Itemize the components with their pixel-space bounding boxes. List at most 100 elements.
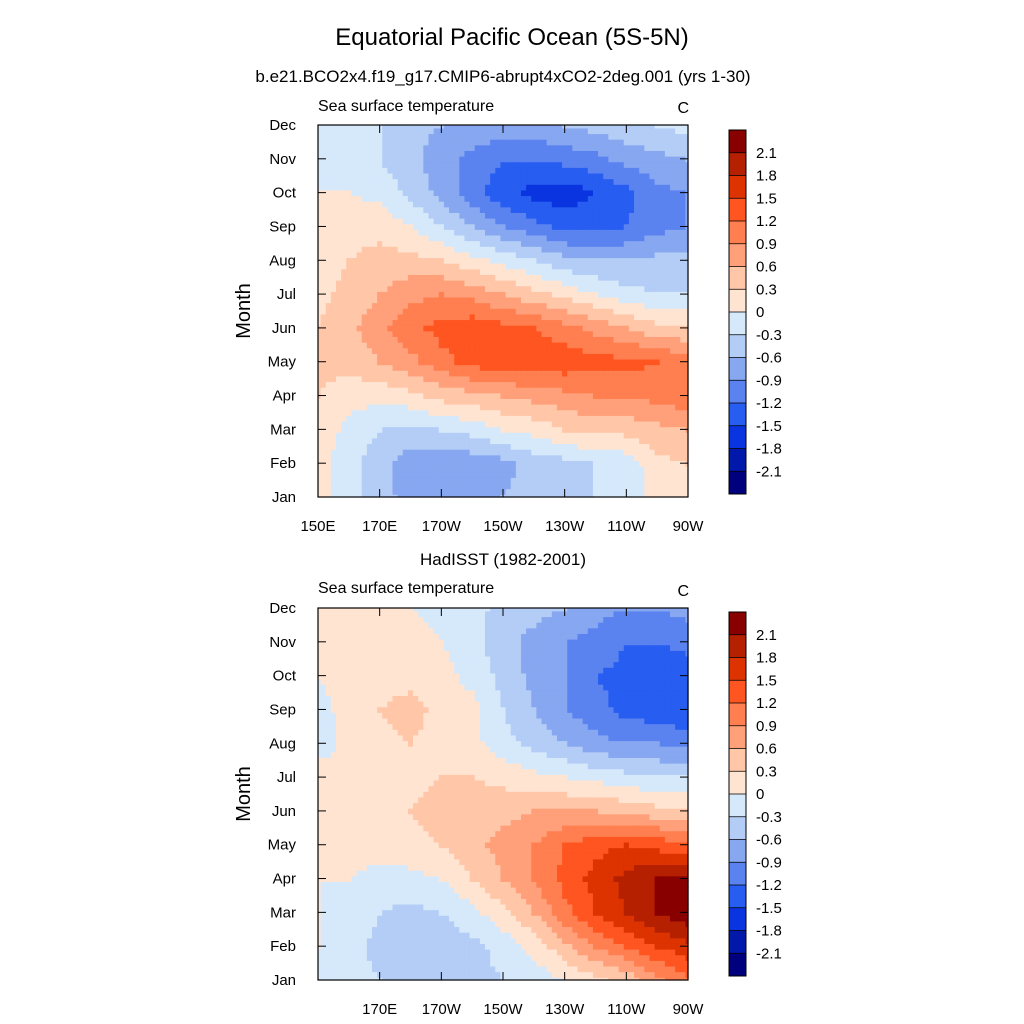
heatmap-cell: [418, 218, 424, 225]
heatmap-cell: [577, 426, 584, 433]
heatmap-cell: [318, 443, 322, 450]
heatmap-cell: [577, 251, 584, 259]
heatmap-cell: [449, 302, 455, 309]
heatmap-cell: [541, 404, 548, 411]
heatmap-cell: [346, 426, 352, 433]
heatmap-cell: [356, 364, 363, 371]
heatmap-cell: [520, 330, 527, 337]
heatmap-cell: [526, 263, 532, 270]
heatmap-cell: [603, 184, 609, 191]
heatmap-cell: [526, 268, 532, 275]
heatmap-cell: [500, 189, 507, 197]
heatmap-cell: [515, 466, 522, 473]
heatmap-cell: [587, 482, 594, 490]
heatmap-cell: [664, 336, 671, 343]
heatmap-cell: [562, 409, 568, 416]
heatmap-cell: [330, 454, 337, 461]
heatmap-cell: [603, 133, 609, 140]
heatmap-cell: [459, 488, 466, 495]
heatmap-cell: [330, 251, 337, 259]
heatmap-cell: [536, 296, 543, 304]
heatmap-cell: [392, 133, 399, 140]
heatmap-cell: [551, 285, 558, 292]
heatmap-cell: [639, 336, 645, 343]
heatmap-cell: [361, 133, 368, 140]
heatmap-cell: [361, 342, 368, 349]
heatmap-cell: [459, 370, 466, 377]
heatmap-cell: [469, 263, 476, 270]
heatmap-cell: [479, 313, 486, 321]
heatmap-cell: [387, 313, 394, 321]
heatmap-cell: [618, 206, 625, 213]
heatmap-cell: [449, 257, 455, 264]
heatmap-cell: [623, 482, 630, 490]
heatmap-cell: [341, 336, 347, 343]
heatmap-cell: [325, 466, 332, 473]
heatmap-cell: [649, 398, 656, 405]
heatmap-cell: [649, 212, 656, 219]
heatmap-cell: [500, 482, 507, 490]
heatmap-cell: [670, 229, 676, 236]
heatmap-cell: [644, 161, 651, 168]
heatmap-cell: [670, 308, 676, 315]
heatmap-cell: [520, 471, 527, 478]
heatmap-cell: [459, 189, 466, 197]
heatmap-cell: [371, 387, 378, 394]
heatmap-cell: [382, 234, 388, 242]
heatmap-cell: [479, 125, 486, 129]
heatmap-cell: [680, 336, 687, 343]
heatmap-cell: [582, 471, 589, 478]
heatmap-cell: [505, 234, 512, 242]
heatmap-cell: [361, 420, 368, 428]
heatmap-cell: [443, 201, 450, 208]
heatmap-cell: [387, 302, 394, 309]
heatmap-cell: [531, 156, 537, 163]
heatmap-cell: [623, 212, 630, 219]
heatmap-cell: [618, 144, 625, 151]
heatmap-cell: [392, 150, 399, 157]
heatmap-cell: [628, 460, 635, 467]
heatmap-cell: [351, 291, 358, 298]
heatmap-cell: [330, 308, 337, 315]
heatmap-cell: [449, 150, 455, 157]
heatmap-cell: [371, 167, 378, 174]
heatmap-cell: [618, 189, 625, 197]
heatmap-cell: [531, 125, 537, 129]
heatmap-cell: [443, 392, 450, 399]
heatmap-cell: [464, 212, 471, 219]
heatmap-cell: [531, 330, 537, 337]
heatmap-cell: [495, 415, 502, 422]
heatmap-cell: [556, 404, 563, 411]
heatmap-cell: [644, 432, 651, 439]
heatmap-cell: [587, 246, 594, 253]
heatmap-cell: [536, 308, 543, 315]
heatmap-cell: [407, 347, 414, 354]
heatmap-cell: [567, 139, 573, 146]
heatmap-cell: [634, 471, 640, 478]
heatmap-cell: [572, 156, 579, 163]
heatmap-cell: [459, 358, 466, 366]
heatmap-cell: [572, 167, 579, 174]
heatmap-cell: [454, 415, 460, 422]
heatmap-cell: [685, 125, 689, 129]
heatmap-cell: [469, 342, 476, 349]
heatmap-cell: [361, 291, 368, 298]
heatmap-cell: [577, 218, 584, 225]
heatmap-cell: [520, 263, 527, 270]
heatmap-cell: [551, 212, 558, 219]
heatmap-cell: [664, 482, 671, 490]
heatmap-cell: [685, 381, 689, 388]
heatmap-cell: [449, 268, 455, 275]
heatmap-cell: [603, 127, 609, 135]
heatmap-cell: [423, 195, 430, 202]
heatmap-cell: [382, 127, 388, 135]
heatmap-cell: [582, 330, 589, 337]
heatmap-cell: [382, 437, 388, 445]
heatmap-cell: [556, 449, 563, 456]
heatmap-cell: [449, 234, 455, 242]
heatmap-cell: [505, 125, 512, 129]
heatmap-cell: [330, 263, 337, 270]
heatmap-cell: [428, 415, 435, 422]
heatmap-cell: [346, 358, 352, 366]
heatmap-cell: [356, 358, 363, 366]
